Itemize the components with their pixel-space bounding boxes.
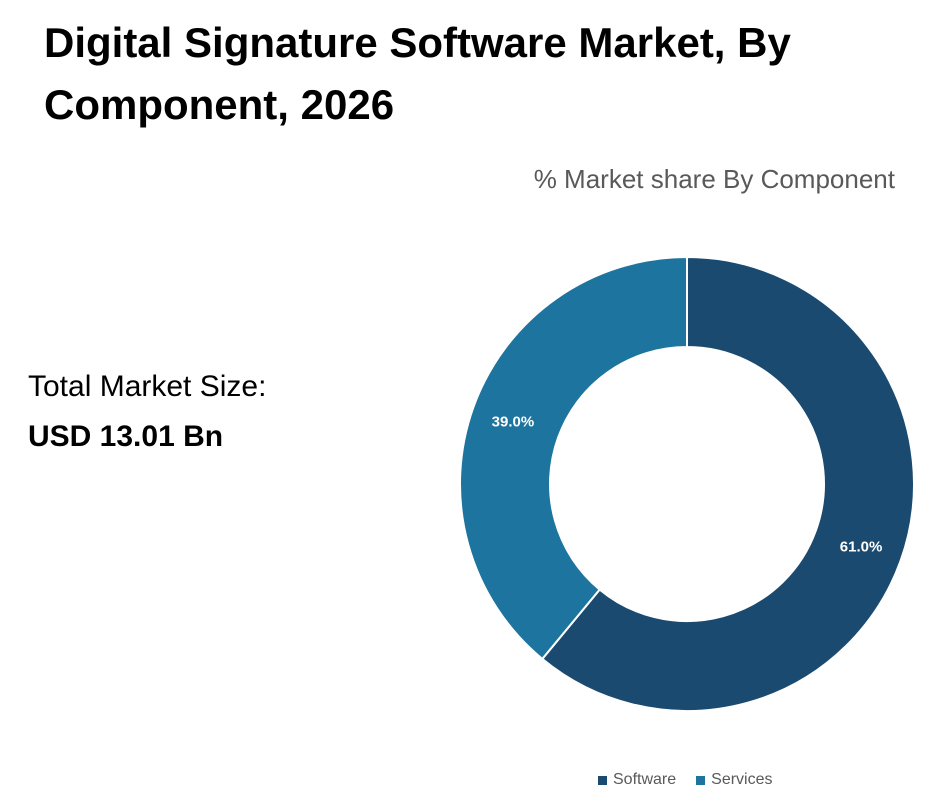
legend-swatch-software [598, 775, 607, 785]
chart-legend: Software Services [598, 771, 773, 789]
legend-swatch-services [696, 775, 706, 785]
data-label-services: 39.0% [492, 413, 535, 430]
legend-item-software: Software [598, 771, 676, 789]
chart-subtitle: % Market share By Component [533, 164, 895, 194]
legend-label-services: Services [711, 771, 773, 788]
total-market-label: Total Market Size: [28, 370, 267, 403]
donut-slice-software [540, 255, 915, 712]
legend-item-services: Services [696, 771, 773, 789]
donut-slice-services [459, 255, 688, 661]
data-label-software: 61.0% [840, 539, 883, 556]
page-title: Digital Signature Software Market, By Co… [44, 19, 791, 128]
total-market-value: USD 13.01 Bn [28, 420, 224, 453]
legend-label-software: Software [613, 771, 677, 788]
